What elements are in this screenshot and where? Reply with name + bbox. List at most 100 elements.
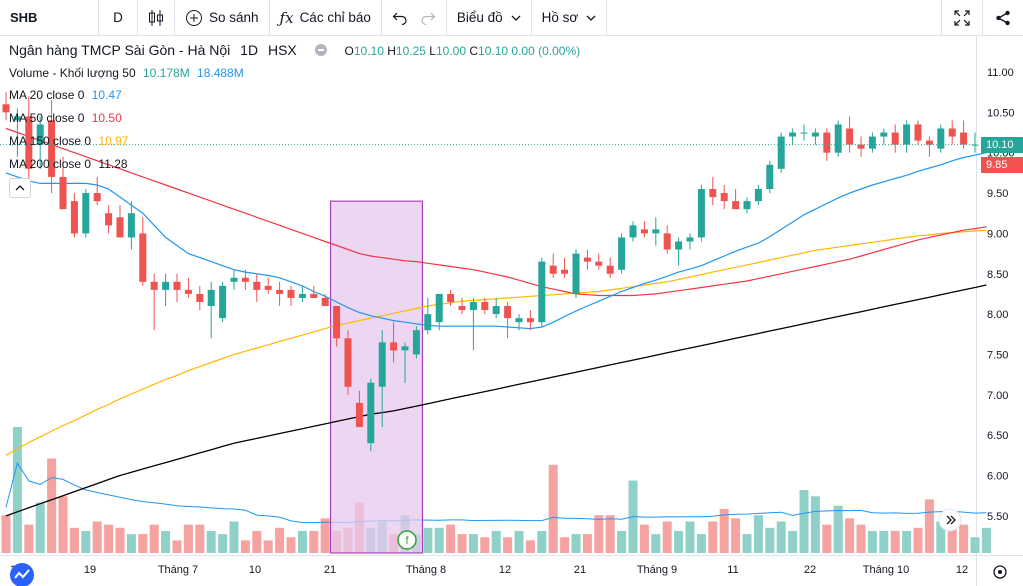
candle	[390, 322, 398, 363]
candle	[207, 281, 215, 339]
candle	[971, 132, 979, 153]
symbol-search[interactable]: SHB	[10, 10, 38, 25]
chart-style-button[interactable]	[138, 0, 174, 35]
candle-body	[697, 189, 705, 238]
time-tick-label: Tháng 9	[637, 564, 677, 576]
share-button[interactable]	[983, 0, 1023, 35]
collapse-icon[interactable]	[314, 44, 327, 56]
fullscreen-button[interactable]	[942, 0, 982, 35]
candle-body	[743, 201, 751, 210]
candle-body	[549, 265, 557, 274]
toolbar-divider	[606, 0, 608, 35]
volume-bars	[1, 427, 991, 553]
legend-toggle-button[interactable]	[9, 178, 31, 198]
l-label: L	[429, 44, 436, 58]
volume-bar	[69, 527, 79, 553]
candle-body	[116, 217, 124, 238]
candle	[333, 306, 341, 347]
volume-ma-value: 18.488M	[197, 66, 244, 80]
candle	[823, 128, 831, 161]
volume-bar	[799, 490, 809, 553]
price-tick-label: 6.50	[987, 430, 1008, 442]
scroll-to-latest-button[interactable]	[938, 508, 962, 532]
candle	[960, 120, 968, 149]
candle	[127, 201, 135, 250]
candle	[298, 285, 306, 302]
interval-button[interactable]: D	[113, 10, 123, 25]
redo-button[interactable]	[414, 0, 446, 35]
volume-bar	[662, 521, 672, 553]
candle-body	[333, 306, 341, 339]
candle-body	[903, 124, 911, 145]
indicators-button[interactable]: ƒx Các chỉ báo	[270, 0, 381, 35]
candle-body	[469, 301, 477, 311]
candle	[903, 120, 911, 153]
undo-icon	[392, 11, 408, 25]
volume-bar	[639, 524, 649, 553]
profile-menu-button[interactable]: Hồ sơ	[532, 0, 607, 35]
candles	[2, 92, 979, 452]
candle	[253, 273, 261, 302]
candle-body	[321, 297, 329, 307]
ma50-line	[5, 127, 987, 297]
candle	[264, 277, 272, 294]
price-tick-label: 10.50	[987, 107, 1015, 119]
settings-button[interactable]	[993, 565, 1007, 579]
candle	[139, 217, 147, 286]
volume-bar	[138, 534, 148, 553]
candle-body	[948, 128, 956, 137]
price-tick-label: 8.00	[987, 309, 1008, 321]
price-tick-label: 9.50	[987, 188, 1008, 200]
candle-body	[686, 237, 694, 242]
ma200-legend[interactable]: MA 200 close 0 11.28	[9, 157, 128, 171]
candle-body	[652, 229, 660, 234]
ma200-label: MA 200 close 0	[9, 157, 92, 171]
time-tick-label: Tháng 7	[158, 564, 198, 576]
candle-body	[492, 306, 500, 315]
candle-body	[618, 237, 626, 270]
time-tick-label: 10	[249, 564, 261, 576]
toolbar-divider	[98, 0, 99, 35]
candle-body	[276, 289, 284, 294]
chart-menu-button[interactable]: Biểu đồ	[447, 0, 531, 35]
volume-bar	[719, 508, 729, 553]
candle-body	[253, 281, 261, 290]
volume-bar	[252, 530, 262, 553]
price-tick-label: 11.00	[987, 67, 1014, 79]
candle-body	[754, 189, 762, 202]
scroll-button-circle	[938, 508, 962, 532]
undo-button[interactable]	[382, 0, 414, 35]
symbol-legend[interactable]: Ngân hàng TMCP Sài Gòn - Hà Nội 1D HSX O…	[9, 42, 580, 58]
volume-bar	[696, 534, 706, 553]
candle-body	[937, 128, 945, 149]
toolbar-divider	[268, 0, 270, 35]
volume-bar	[651, 534, 661, 553]
ma50-legend[interactable]: MA 50 close 0 10.50	[9, 111, 122, 125]
candle	[948, 120, 956, 145]
ma150-legend[interactable]: MA 150 close 0 10.97	[9, 134, 128, 148]
candle-body	[355, 402, 363, 428]
logo-circle	[10, 563, 34, 586]
redo-icon	[420, 11, 436, 25]
ma20-legend[interactable]: MA 20 close 0 10.47	[9, 88, 122, 102]
volume-bar	[24, 524, 34, 553]
candle	[789, 128, 797, 145]
time-tick-label: 21	[324, 564, 336, 576]
fx-icon: ƒx	[279, 8, 294, 27]
volume-legend[interactable]: Volume - Khối lượng 50 10.178M 18.488M	[9, 66, 244, 80]
time-tick-label: 12	[956, 564, 968, 576]
volume-bar	[309, 530, 319, 553]
candle-body	[561, 269, 569, 274]
candles-icon	[148, 9, 164, 27]
candle	[70, 193, 78, 238]
time-tick-label: 22	[804, 564, 816, 576]
price-chart[interactable]: 11.00 10.50 10.00 9.50 9.00 8.50 8.00 7.50 7.00 6…	[0, 35, 1023, 586]
candle	[504, 301, 512, 339]
compare-button[interactable]: So sánh	[175, 0, 269, 35]
volume-bar	[537, 530, 547, 553]
volume-bar	[856, 524, 866, 553]
candle	[116, 205, 124, 238]
event-flag[interactable]: f	[397, 530, 417, 550]
candle	[241, 269, 249, 290]
c-label: C	[469, 44, 479, 58]
